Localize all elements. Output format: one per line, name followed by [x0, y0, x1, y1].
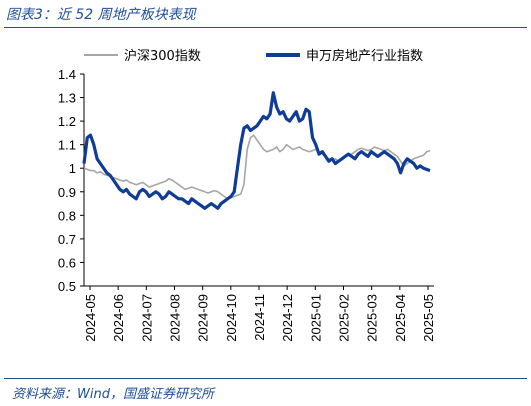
- x-tick-label: 2024-05: [83, 294, 98, 342]
- chart-title: 图表3：近 52 周地产板块表现: [6, 7, 196, 23]
- series-line-1: [83, 134, 431, 200]
- x-tick-label: 2025-01: [308, 294, 323, 342]
- title-divider: [4, 27, 527, 28]
- legend-label-1: 沪深300指数: [124, 48, 201, 64]
- x-tick-label: 2024-07: [139, 294, 154, 342]
- y-tick-label: 1.1: [58, 138, 76, 153]
- x-tick-label: 2024-12: [280, 294, 295, 342]
- x-tick-label: 2025-05: [421, 294, 436, 342]
- y-tick-label: 1.2: [58, 114, 76, 129]
- x-tick-label: 2024-06: [111, 294, 126, 342]
- y-tick-label: 1.4: [58, 67, 76, 82]
- x-tick-label: 2024-10: [224, 294, 239, 342]
- x-tick-label: 2024-09: [196, 294, 211, 342]
- x-tick-label: 2024-08: [168, 294, 183, 342]
- y-tick-label: 0.5: [58, 279, 76, 294]
- x-axis: 2024-05 2024-06 2024-07 2024-08 2024-09 2024-…: [83, 285, 436, 342]
- y-tick-label: 1: [69, 161, 76, 176]
- y-tick-label: 0.8: [58, 208, 76, 223]
- y-tick-label: 0.7: [58, 232, 76, 247]
- source-note: 资料来源：Wind，国盛证券研究所: [12, 387, 214, 402]
- y-tick-label: 1.3: [58, 91, 76, 106]
- x-tick-label: 2025-04: [393, 294, 408, 342]
- source-divider: [4, 378, 527, 379]
- series-line-2: [82, 91, 431, 210]
- y-tick-label: 0.6: [58, 255, 76, 270]
- legend: 沪深300指数 申万房地产行业指数: [84, 48, 423, 64]
- x-tick-label: 2024-11: [252, 294, 267, 341]
- legend-label-2: 申万房地产行业指数: [306, 48, 423, 64]
- y-axis: 1.4 1.3 1.2 1.1 1 0.9 0.8 0.7 0.6 0.5: [58, 67, 85, 294]
- x-tick-label: 2025-02: [337, 294, 352, 342]
- series-layer: [82, 91, 431, 210]
- x-tick-label: 2025-03: [365, 294, 380, 342]
- y-tick-label: 0.9: [58, 185, 76, 200]
